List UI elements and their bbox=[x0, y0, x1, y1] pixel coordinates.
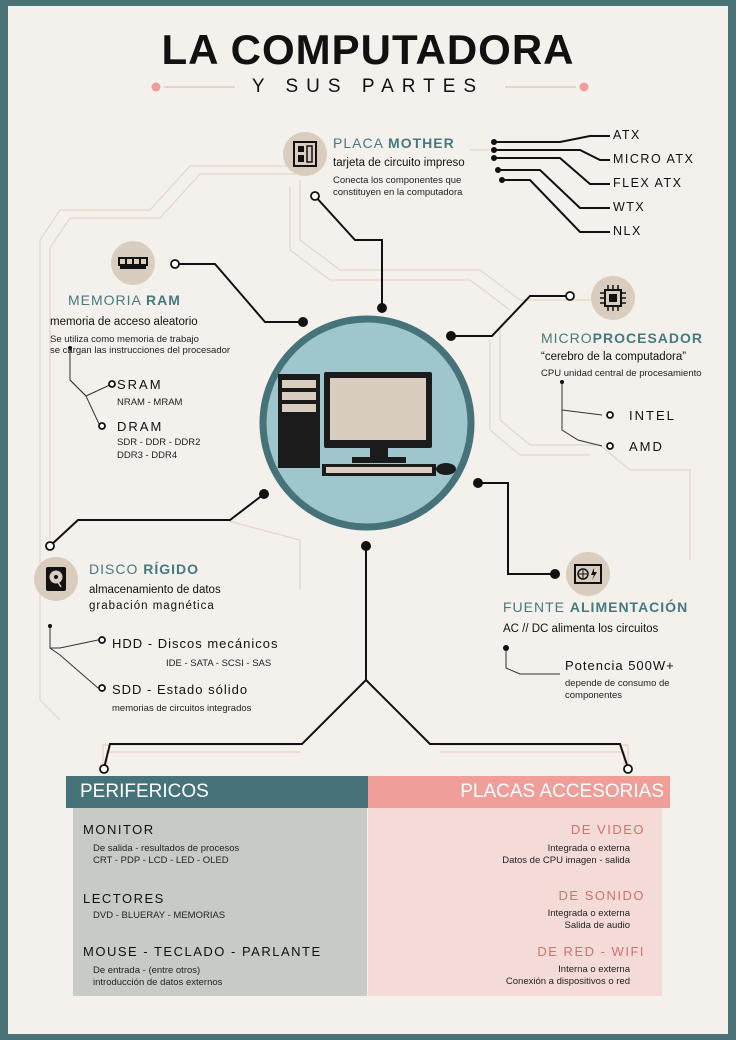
cpu-brand-intel: INTEL bbox=[629, 408, 676, 423]
perifericos-panel bbox=[73, 808, 367, 996]
ram-module-icon bbox=[111, 241, 155, 285]
placa-accesoria-title: DE SONIDO bbox=[558, 888, 645, 903]
periferico-line: introducción de datos externos bbox=[93, 977, 223, 988]
motherboard-icon bbox=[283, 132, 327, 176]
cpu-brand-amd: AMD bbox=[629, 439, 664, 454]
desktop-computer-icon bbox=[259, 315, 475, 531]
ram-note-2: se cargan las instrucciones del procesad… bbox=[50, 345, 231, 356]
disco-hdd: HDD - Discos mecánicos bbox=[112, 636, 279, 651]
placa-accesoria-title: DE VIDEO bbox=[570, 822, 645, 837]
cpu-title-b: PROCESADOR bbox=[592, 330, 704, 346]
disco-sdd-sub: memorias de circuitos integrados bbox=[112, 703, 252, 714]
ram-title-b: RAM bbox=[146, 292, 181, 308]
periferico-title: MOUSE - TECLADO - PARLANTE bbox=[83, 944, 322, 959]
cpu-title-a: MICRO bbox=[541, 330, 593, 346]
placa-type: WTX bbox=[613, 200, 646, 214]
placa-type: FLEX ATX bbox=[613, 176, 683, 190]
disco-title: DISCO RÍGIDO bbox=[89, 561, 199, 577]
fuente-title: FUENTE ALIMENTACIÓN bbox=[503, 599, 688, 615]
placa-title-a: PLACA bbox=[333, 135, 389, 151]
ram-dram: DRAM bbox=[117, 419, 164, 434]
fuente-note-2: componentes bbox=[565, 690, 623, 701]
bottom-traces bbox=[102, 744, 629, 768]
disco-hdd-sub: IDE - SATA - SCSI - SAS bbox=[166, 658, 272, 669]
placa-desc: tarjeta de circuito impreso bbox=[333, 157, 465, 169]
placas-header: PLACAS ACCESORIAS bbox=[368, 776, 670, 808]
fuente-title-a: FUENTE bbox=[503, 599, 570, 615]
disco-title-b: RÍGIDO bbox=[143, 561, 200, 577]
ram-desc: memoria de acceso aleatorio bbox=[50, 316, 198, 328]
disco-desc-1: almacenamiento de datos bbox=[89, 584, 221, 596]
page-subtitle: Y SUS PARTES bbox=[251, 76, 485, 97]
title-divider bbox=[151, 82, 589, 92]
ram-dram-sub-2: DDR3 - DDR4 bbox=[117, 450, 178, 461]
page-title: LA COMPUTADORA bbox=[161, 26, 575, 73]
fuente-desc: AC // DC alimenta los circuitos bbox=[503, 623, 659, 635]
ram-dram-sub-1: SDR - DDR - DDR2 bbox=[117, 437, 201, 448]
placa-accesoria-line: Integrada o externa bbox=[547, 843, 630, 854]
ram-sram: SRAM bbox=[117, 377, 163, 392]
ram-title: MEMORIA RAM bbox=[68, 292, 181, 308]
placa-accesoria-line: Interna o externa bbox=[558, 964, 630, 975]
placa-accesoria-line: Datos de CPU imagen - salida bbox=[502, 855, 630, 866]
ram-title-a: MEMORIA bbox=[68, 292, 147, 308]
placa-title-b: MOTHER bbox=[388, 135, 455, 151]
cpu-title: MICROPROCESADOR bbox=[541, 330, 703, 346]
placa-title: PLACA MOTHER bbox=[333, 135, 455, 151]
periferico-line: CRT - PDP - LCD - LED - OLED bbox=[93, 855, 229, 866]
fuente-power: Potencia 500W+ bbox=[565, 658, 675, 673]
periferico-line: De entrada - (entre otros) bbox=[93, 965, 201, 976]
placa-note-1: Conecta los componentes que bbox=[333, 175, 462, 186]
periferico-line: De salida - resultados de procesos bbox=[93, 843, 240, 854]
ram-note-1: Se utiliza como memoria de trabajo bbox=[50, 334, 199, 345]
placas-panel bbox=[368, 808, 662, 996]
placa-note-2: constituyen en la computadora bbox=[333, 187, 463, 198]
placa-type: NLX bbox=[613, 224, 642, 238]
hard-disk-icon bbox=[34, 557, 78, 601]
power-supply-icon bbox=[566, 552, 610, 596]
placa-accesoria-title: DE RED - WIFI bbox=[537, 944, 645, 959]
ram-sram-sub: NRAM - MRAM bbox=[117, 397, 183, 408]
periferico-title: MONITOR bbox=[83, 822, 155, 837]
periferico-title: LECTORES bbox=[83, 891, 165, 906]
cpu-note: CPU unidad central de procesamiento bbox=[541, 368, 702, 379]
disco-title-a: DISCO bbox=[89, 561, 144, 577]
perifericos-header: PERIFERICOS bbox=[66, 776, 368, 808]
fuente-title-b: ALIMENTACIÓN bbox=[569, 599, 689, 615]
periferico-line: DVD - BLUERAY - MEMORIAS bbox=[93, 910, 226, 921]
placa-type: MICRO ATX bbox=[613, 152, 695, 166]
disco-sdd: SDD - Estado sólido bbox=[112, 682, 249, 697]
placa-accesoria-line: Conexión a dispositivos o red bbox=[505, 976, 630, 987]
placa-accesoria-line: Integrada o externa bbox=[547, 908, 630, 919]
placa-accesoria-line: Salida de audio bbox=[564, 920, 631, 931]
placa-type: ATX bbox=[613, 128, 641, 142]
fuente-note-1: depende de consumo de bbox=[565, 678, 670, 689]
disco-desc-2: grabación magnética bbox=[89, 600, 215, 612]
cpu-chip-icon bbox=[591, 276, 635, 320]
cpu-desc: “cerebro de la computadora” bbox=[541, 351, 687, 363]
